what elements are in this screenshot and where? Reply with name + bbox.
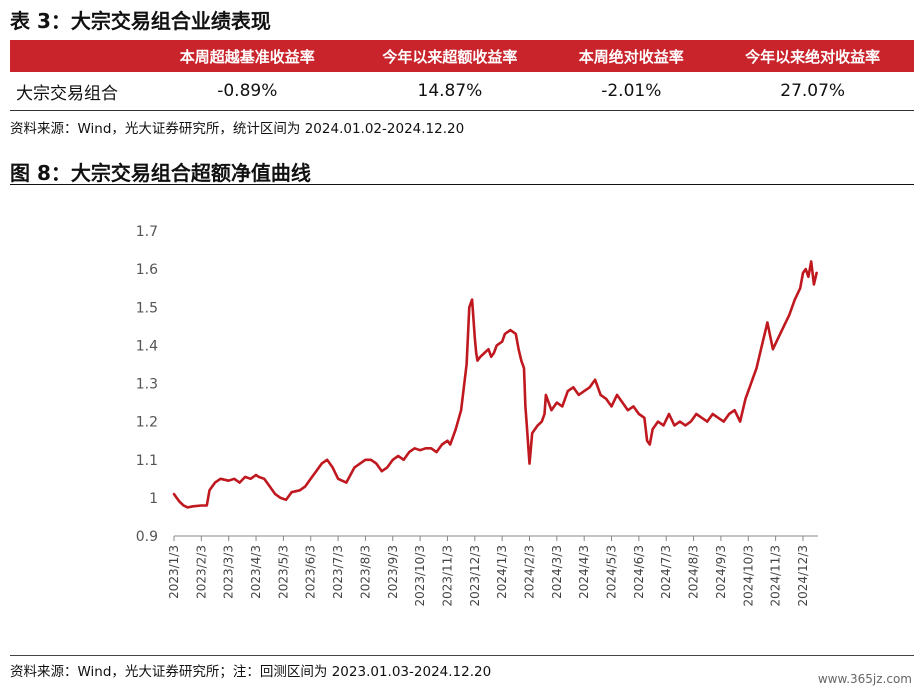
header-cell-blank bbox=[10, 40, 146, 72]
table-row: 大宗交易组合 -0.89% 14.87% -2.01% 27.07% bbox=[10, 72, 914, 111]
x-tick-label: 2024/3/3 bbox=[550, 545, 564, 599]
value-ytd-absolute: 27.07% bbox=[711, 72, 914, 111]
header-cell-weekly-absolute: 本周绝对收益率 bbox=[551, 40, 712, 72]
x-tick-label: 2023/5/3 bbox=[276, 545, 290, 599]
header-cell-ytd-excess: 今年以来超额收益率 bbox=[348, 40, 552, 72]
x-tick-label: 2023/8/3 bbox=[358, 545, 372, 599]
y-tick-label: 1.2 bbox=[136, 415, 158, 431]
header-cell-ytd-absolute: 今年以来绝对收益率 bbox=[711, 40, 914, 72]
x-tick-label: 2023/11/3 bbox=[440, 545, 454, 607]
x-tick-label: 2023/6/3 bbox=[304, 545, 318, 599]
y-tick-label: 1.1 bbox=[136, 453, 158, 469]
y-tick-label: 1 bbox=[149, 491, 158, 507]
x-tick-label: 2024/9/3 bbox=[714, 545, 728, 599]
x-tick-label: 2024/12/3 bbox=[796, 545, 810, 607]
y-tick-label: 1.7 bbox=[136, 224, 158, 240]
value-weekly-absolute: -2.01% bbox=[551, 72, 712, 111]
figure-bottom-rule bbox=[10, 655, 914, 656]
x-tick-label: 2024/2/3 bbox=[522, 545, 536, 599]
header-cell-weekly-excess: 本周超越基准收益率 bbox=[146, 40, 349, 72]
performance-table: 本周超越基准收益率 今年以来超额收益率 本周绝对收益率 今年以来绝对收益率 大宗… bbox=[10, 40, 914, 111]
y-tick-label: 1.6 bbox=[136, 262, 158, 278]
figure-title-rule bbox=[10, 184, 914, 185]
series-line bbox=[172, 260, 818, 509]
y-axis: 0.9 1 1.1 1.2 1.3 1.4 1.5 1.6 1.7 bbox=[136, 224, 158, 545]
y-tick-label: 1.5 bbox=[136, 300, 158, 316]
x-axis: 2023/1/3 2023/2/3 2023/3/3 2023/4/3 2023/5/3… bbox=[167, 535, 818, 607]
table-source-note: 资料来源：Wind，光大证券研究所，统计区间为 2024.01.02-2024.… bbox=[10, 121, 465, 137]
y-tick-label: 0.9 bbox=[136, 529, 158, 545]
x-tick-label: 2024/11/3 bbox=[769, 545, 783, 607]
x-tick-label: 2023/1/3 bbox=[167, 545, 181, 599]
x-tick-label: 2024/8/3 bbox=[687, 545, 701, 599]
x-tick-label: 2024/10/3 bbox=[741, 545, 755, 607]
x-tick-label: 2024/4/3 bbox=[577, 545, 591, 599]
x-tick-label: 2024/5/3 bbox=[605, 545, 619, 599]
watermark: www.365jz.com bbox=[817, 672, 912, 686]
x-tick-label: 2024/7/3 bbox=[659, 545, 673, 599]
y-tick-label: 1.3 bbox=[136, 377, 158, 393]
x-tick-label: 2023/4/3 bbox=[249, 545, 263, 599]
value-weekly-excess: -0.89% bbox=[146, 72, 349, 111]
figure-source-note: 资料来源：Wind，光大证券研究所；注：回测区间为 2023.01.03-202… bbox=[10, 664, 492, 680]
excess-nav-line-chart: 0.9 1 1.1 1.2 1.3 1.4 1.5 1.6 1.7 2023/1/3 2023/2… bbox=[136, 224, 818, 607]
table-title: 表 3：大宗交易组合业绩表现 bbox=[10, 9, 271, 33]
row-label: 大宗交易组合 bbox=[10, 72, 146, 111]
x-tick-label: 2023/9/3 bbox=[386, 545, 400, 599]
x-tick-label: 2023/2/3 bbox=[194, 545, 208, 599]
y-tick-label: 1.4 bbox=[136, 338, 158, 354]
x-tick-label: 2023/12/3 bbox=[468, 545, 482, 607]
x-tick-label: 2023/10/3 bbox=[413, 545, 427, 607]
value-ytd-excess: 14.87% bbox=[348, 72, 552, 111]
x-tick-label: 2024/6/3 bbox=[632, 545, 646, 599]
x-tick-label: 2023/3/3 bbox=[222, 545, 236, 599]
series-group bbox=[172, 260, 818, 509]
table-header-row: 本周超越基准收益率 今年以来超额收益率 本周绝对收益率 今年以来绝对收益率 bbox=[10, 40, 914, 72]
x-tick-label: 2024/1/3 bbox=[495, 545, 509, 599]
figure-title: 图 8：大宗交易组合超额净值曲线 bbox=[10, 161, 311, 185]
x-tick-label: 2023/7/3 bbox=[331, 545, 345, 599]
